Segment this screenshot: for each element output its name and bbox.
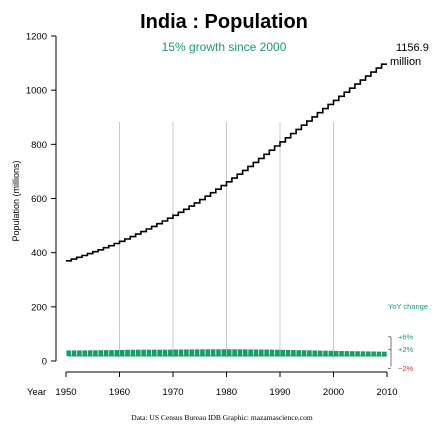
yoy-bar bbox=[355, 351, 360, 356]
yoy-bar bbox=[216, 349, 221, 356]
y-axis-label: Population (millions) bbox=[11, 160, 21, 241]
yoy-bar bbox=[152, 349, 157, 356]
yoy-tick-label: −2% bbox=[398, 364, 414, 373]
yoy-bars bbox=[66, 349, 387, 357]
y-tick-label: 600 bbox=[31, 194, 47, 205]
yoy-bar bbox=[344, 351, 350, 356]
series-group bbox=[66, 63, 387, 262]
yoy-bar bbox=[82, 350, 88, 356]
yoy-bar bbox=[109, 350, 114, 356]
chart-title: India : Population bbox=[140, 11, 308, 33]
yoy-bar bbox=[119, 349, 125, 356]
x-tick-label: 2010 bbox=[376, 387, 397, 398]
yoy-bar bbox=[168, 349, 173, 356]
end-unit-label: million bbox=[390, 56, 421, 68]
yoy-bar bbox=[194, 349, 200, 356]
yoy-bar bbox=[141, 349, 146, 356]
yoy-bar bbox=[376, 351, 382, 356]
yoy-bar bbox=[269, 349, 275, 356]
yoy-bar bbox=[184, 349, 189, 356]
yoy-bar bbox=[253, 349, 259, 356]
yoy-bar bbox=[173, 349, 178, 356]
x-tick-label: 1990 bbox=[269, 387, 290, 398]
yoy-bar bbox=[312, 350, 318, 356]
x-axis: Year 1950 1960 1970 1980 1990 2000 2010 bbox=[27, 371, 398, 398]
yoy-bar bbox=[339, 351, 344, 356]
yoy-bar bbox=[264, 349, 269, 356]
yoy-bar bbox=[242, 349, 248, 356]
yoy-bar bbox=[205, 349, 211, 356]
x-axis-prefix: Year bbox=[27, 387, 46, 398]
yoy-bar bbox=[103, 350, 109, 356]
yoy-bar bbox=[301, 350, 307, 356]
yoy-tick-label: +6% bbox=[398, 332, 414, 341]
yoy-bar bbox=[221, 349, 227, 356]
yoy-bar bbox=[146, 349, 152, 356]
yoy-bar bbox=[200, 349, 205, 356]
y-tick-label: 800 bbox=[31, 140, 47, 151]
yoy-bar bbox=[237, 349, 243, 356]
yoy-label: YoY change bbox=[388, 302, 428, 311]
yoy-bar bbox=[323, 350, 328, 356]
yoy-tick-label: +2% bbox=[398, 345, 414, 354]
yoy-bar bbox=[232, 349, 237, 356]
yoy-bar bbox=[157, 349, 162, 356]
chart-subtitle: 15% growth since 2000 bbox=[162, 40, 287, 54]
yoy-bar bbox=[275, 349, 280, 356]
yoy-bar bbox=[178, 349, 184, 356]
yoy-bar bbox=[71, 350, 77, 356]
yoy-bar bbox=[333, 350, 339, 356]
y-tick-label: 1000 bbox=[26, 86, 47, 97]
y-axis: 0 200 400 600 800 1000 1200 bbox=[26, 32, 57, 368]
yoy-bar bbox=[93, 350, 98, 356]
yoy-bar bbox=[66, 350, 71, 356]
yoy-bar bbox=[296, 350, 302, 356]
yoy-bar bbox=[291, 350, 296, 356]
x-tick-label: 1980 bbox=[216, 387, 237, 398]
yoy-bar bbox=[162, 349, 168, 356]
x-tick-label: 1950 bbox=[55, 387, 76, 398]
yoy-bar bbox=[317, 350, 323, 356]
yoy-bar bbox=[189, 349, 195, 356]
yoy-bar bbox=[125, 349, 130, 356]
yoy-bar bbox=[382, 351, 387, 356]
x-tick-label: 1960 bbox=[109, 387, 130, 398]
y-tick-label: 400 bbox=[31, 248, 47, 259]
yoy-bar bbox=[328, 350, 334, 356]
y-tick-label: 0 bbox=[42, 357, 47, 368]
gridlines bbox=[119, 122, 334, 358]
x-tick-label: 2000 bbox=[323, 387, 344, 398]
yoy-bar bbox=[226, 349, 232, 356]
yoy-bar bbox=[371, 351, 376, 356]
y-tick-label: 1200 bbox=[26, 32, 47, 43]
yoy-bar bbox=[280, 349, 285, 356]
x-tick-label: 1970 bbox=[162, 387, 183, 398]
yoy-bar bbox=[114, 350, 120, 356]
yoy-axis: YoY change +6% +2% −2% bbox=[388, 302, 428, 373]
population-series-line bbox=[66, 63, 387, 262]
yoy-bar bbox=[130, 349, 136, 356]
source-credit: Data: US Census Bureau IDB Graphic: maza… bbox=[131, 413, 313, 422]
end-value-label: 1156.9 bbox=[396, 42, 429, 54]
yoy-bar bbox=[248, 349, 253, 356]
yoy-bar bbox=[98, 350, 104, 356]
yoy-bar bbox=[360, 351, 366, 356]
y-tick-label: 200 bbox=[31, 302, 47, 313]
yoy-bar bbox=[259, 349, 264, 356]
yoy-bar bbox=[77, 350, 82, 356]
yoy-bar bbox=[135, 349, 141, 356]
yoy-bar bbox=[87, 350, 93, 356]
yoy-bar bbox=[307, 350, 312, 356]
yoy-bar bbox=[210, 349, 216, 356]
yoy-bar bbox=[366, 351, 371, 356]
yoy-bar bbox=[349, 351, 355, 356]
yoy-bar bbox=[285, 349, 291, 356]
